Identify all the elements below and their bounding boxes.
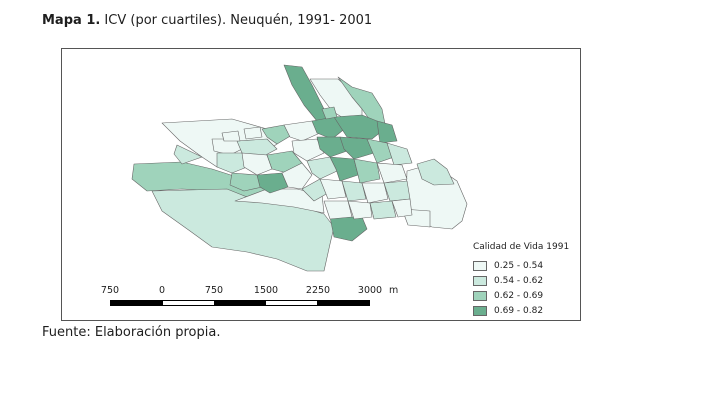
map-zone xyxy=(173,144,203,165)
legend-title: Calidad de Vida 1991 xyxy=(473,242,570,252)
caption-text: ICV (por cuartiles). Neuquén, 1991- 2001 xyxy=(100,13,373,28)
map-zone xyxy=(306,156,338,180)
scale-tick-label: 750 xyxy=(204,285,224,296)
scale-tick-label: 0 xyxy=(158,285,166,296)
scale-tick-label: 1500 xyxy=(253,285,279,296)
map-zone xyxy=(216,152,248,174)
scale-tick-label: 750 xyxy=(100,285,120,296)
legend-label: 0.69 - 0.82 xyxy=(494,305,544,316)
scale-bar-group: 750 0 750 1500 2250 3000 m xyxy=(100,285,442,315)
map-zone xyxy=(347,200,373,220)
map-zone xyxy=(321,106,338,120)
scale-tick-label: 3000 xyxy=(357,285,383,296)
choropleth-map xyxy=(131,64,468,272)
scale-segment xyxy=(111,301,163,305)
map-zone xyxy=(361,182,389,204)
map-zone xyxy=(283,120,321,142)
map-zone xyxy=(376,162,408,184)
scale-tick-label: 2250 xyxy=(305,285,331,296)
source-note: Fuente: Elaboración propia. xyxy=(42,325,221,340)
scale-unit: m xyxy=(389,285,399,296)
map-zone xyxy=(416,158,455,186)
map-zone xyxy=(236,138,278,158)
scale-segment xyxy=(317,301,369,305)
legend-swatch xyxy=(473,275,487,286)
scale-segment xyxy=(162,301,215,305)
map-zone xyxy=(339,136,375,160)
scale-bar xyxy=(110,300,370,306)
map-zone xyxy=(241,152,273,176)
map-legend: Calidad de Vida 1991 0.25 - 0.54 0.54 - … xyxy=(473,242,573,318)
legend-label: 0.62 - 0.69 xyxy=(494,290,544,301)
map-zone xyxy=(229,172,263,192)
legend-item: 0.54 - 0.62 xyxy=(473,273,573,288)
map-zone xyxy=(386,142,413,166)
legend-swatch xyxy=(473,290,487,301)
legend-swatch xyxy=(473,260,487,271)
map-zone xyxy=(341,180,367,202)
legend-label: 0.54 - 0.62 xyxy=(494,275,544,286)
map-zone xyxy=(391,198,413,218)
scale-segment xyxy=(214,301,266,305)
map-zone xyxy=(319,178,347,200)
map-zone xyxy=(366,138,395,164)
legend-item: 0.69 - 0.82 xyxy=(473,303,573,318)
map-zone xyxy=(329,156,359,182)
caption-label: Mapa 1. xyxy=(42,13,101,28)
map-zone xyxy=(353,158,381,184)
map-frame: Calidad de Vida 1991 0.25 - 0.54 0.54 - … xyxy=(61,48,581,321)
legend-item: 0.25 - 0.54 xyxy=(473,258,573,273)
map-zone xyxy=(329,216,368,242)
map-zone xyxy=(323,200,353,220)
map-zone xyxy=(316,136,348,158)
map-zone xyxy=(291,138,325,162)
map-zone xyxy=(281,162,313,190)
map-zone xyxy=(221,130,241,142)
legend-item: 0.62 - 0.69 xyxy=(473,288,573,303)
map-zone xyxy=(256,172,289,194)
map-caption: Mapa 1. ICV (por cuartiles). Neuquén, 19… xyxy=(42,13,372,28)
map-zone xyxy=(243,126,263,140)
map-zone xyxy=(369,200,397,220)
map-zone xyxy=(376,120,398,144)
legend-swatch xyxy=(473,305,487,316)
map-zone xyxy=(261,124,293,145)
legend-label: 0.25 - 0.54 xyxy=(494,260,544,271)
scale-segment xyxy=(265,301,318,305)
